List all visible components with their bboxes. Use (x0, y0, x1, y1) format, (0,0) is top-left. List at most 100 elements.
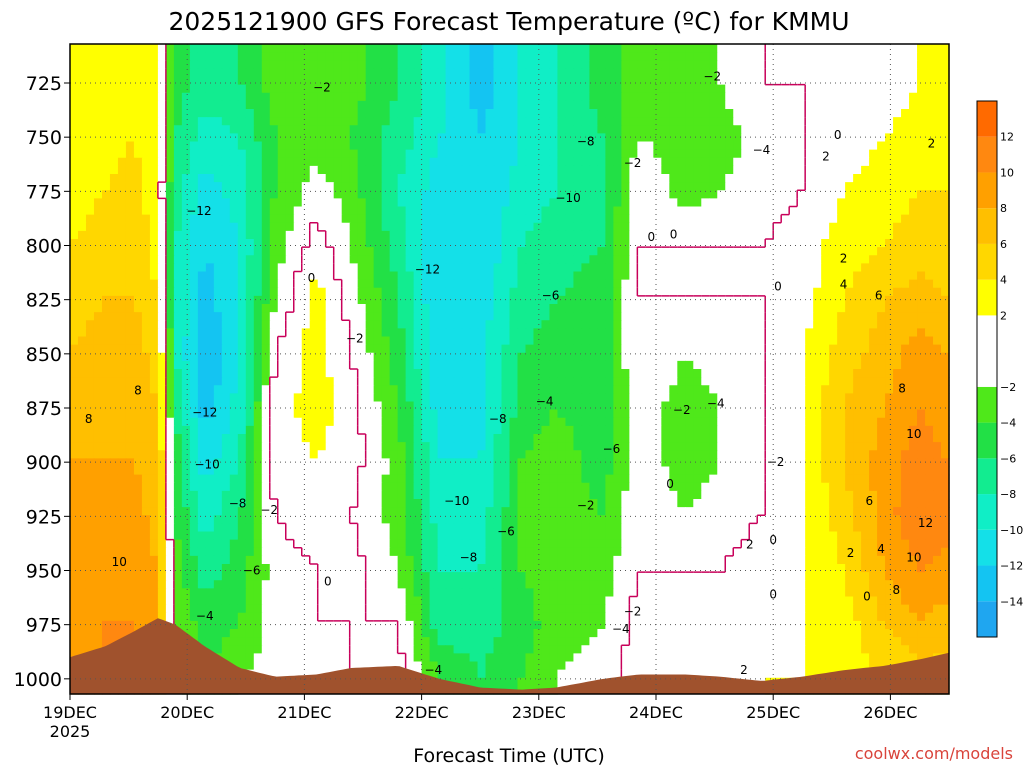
field-cell (541, 198, 551, 208)
field-cell (125, 360, 135, 370)
field-cell (917, 255, 926, 264)
field-cell (581, 369, 591, 378)
field-cell (773, 401, 782, 411)
field-cell (677, 230, 686, 240)
field-cell (133, 393, 143, 403)
field-cell (133, 271, 143, 281)
field-cell (117, 377, 127, 386)
field-cell (509, 304, 519, 313)
field-cell (613, 109, 622, 118)
field-cell (549, 360, 559, 370)
field-cell (813, 320, 822, 329)
field-cell (149, 304, 159, 313)
field-cell (837, 149, 846, 159)
field-cell (237, 369, 247, 378)
field-cell (197, 271, 207, 281)
field-cell (525, 295, 535, 305)
field-cell (477, 401, 487, 411)
field-cell (341, 141, 351, 151)
field-cell (245, 247, 255, 256)
field-cell (205, 401, 215, 411)
field-cell (933, 92, 942, 102)
field-cell (493, 84, 503, 94)
field-cell (925, 165, 934, 175)
field-cell (509, 393, 519, 403)
field-cell (653, 320, 662, 329)
field-cell (70, 344, 79, 354)
field-cell (77, 76, 87, 86)
field-cell (541, 255, 551, 264)
field-cell (261, 369, 271, 378)
field-cell (845, 401, 854, 411)
field-cell (197, 409, 207, 419)
field-cell (77, 312, 87, 321)
field-cell (77, 60, 87, 69)
field-cell (269, 247, 279, 256)
field-cell (613, 352, 622, 362)
field-cell (165, 222, 175, 232)
field-cell (277, 182, 287, 191)
field-cell (781, 165, 790, 175)
field-cell (741, 44, 750, 53)
field-cell (741, 377, 750, 386)
field-cell (733, 230, 742, 240)
field-cell (133, 360, 143, 370)
field-cell (637, 230, 646, 240)
field-cell (893, 182, 902, 191)
field-cell (757, 44, 766, 53)
field-cell (477, 109, 487, 118)
field-cell (229, 222, 239, 232)
field-cell (317, 206, 327, 216)
field-cell (877, 84, 886, 94)
field-cell (861, 92, 870, 102)
field-cell (189, 190, 199, 199)
field-cell (173, 320, 183, 329)
field-cell (437, 76, 447, 86)
field-cell (381, 125, 391, 134)
field-cell (821, 182, 830, 191)
field-cell (125, 198, 135, 208)
field-cell (357, 84, 367, 94)
field-cell (493, 279, 503, 289)
field-cell (901, 230, 910, 240)
field-cell (597, 287, 606, 297)
field-cell (189, 206, 199, 216)
field-cell (533, 60, 543, 69)
field-cell (781, 312, 790, 321)
field-cell (70, 117, 79, 126)
field-cell (933, 263, 942, 273)
field-cell (125, 206, 135, 216)
field-cell (517, 44, 527, 53)
field-cell (605, 320, 614, 329)
field-cell (325, 198, 335, 208)
field-cell (765, 125, 774, 134)
field-cell (669, 263, 678, 273)
field-cell (157, 92, 167, 102)
field-cell (677, 206, 686, 216)
field-cell (189, 279, 199, 289)
field-cell (821, 320, 830, 329)
field-cell (501, 141, 511, 151)
field-cell (293, 190, 303, 199)
field-cell (661, 52, 670, 61)
field-cell (565, 279, 575, 289)
field-cell (269, 182, 279, 191)
field-cell (709, 263, 718, 273)
field-cell (565, 214, 575, 224)
field-cell (109, 336, 119, 346)
field-cell (93, 44, 103, 53)
field-cell (789, 190, 798, 199)
field-cell (757, 304, 766, 313)
field-cell (709, 182, 718, 191)
field-cell (613, 100, 622, 110)
field-cell (197, 336, 207, 346)
field-cell (733, 214, 742, 224)
field-cell (389, 141, 399, 151)
field-cell (349, 182, 359, 191)
field-cell (509, 222, 519, 232)
field-cell (693, 295, 702, 305)
field-cell (941, 198, 950, 208)
field-cell (669, 230, 678, 240)
field-cell (821, 255, 830, 264)
field-cell (133, 52, 143, 61)
